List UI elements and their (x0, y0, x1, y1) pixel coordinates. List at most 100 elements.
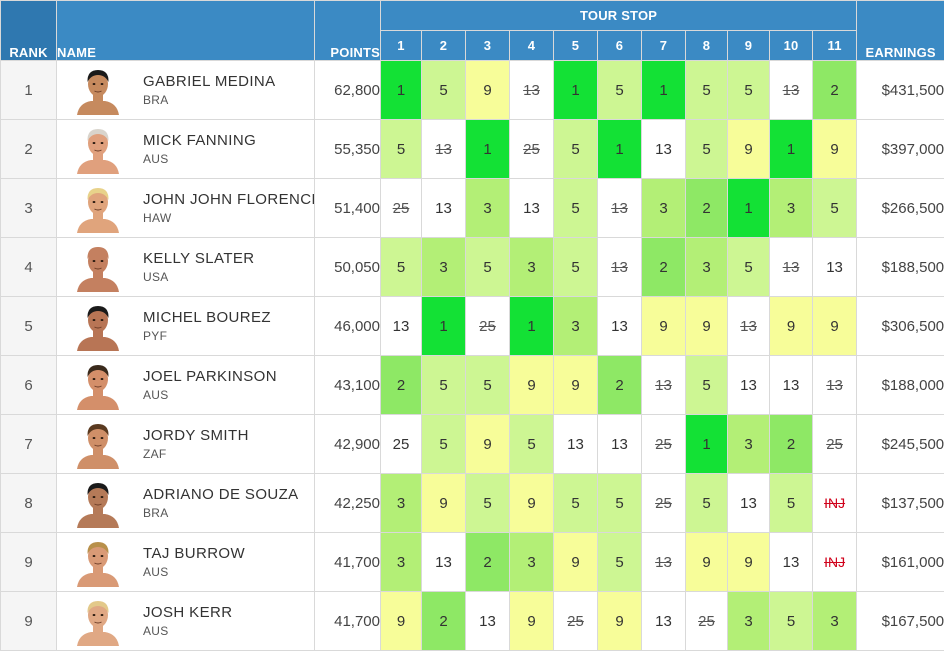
earnings-header[interactable]: EARNINGS (856, 0, 944, 61)
surfer-cell[interactable]: MICK FANNING AUS (56, 119, 315, 179)
points-header[interactable]: POINTS (314, 0, 381, 61)
surfer-avatar[interactable] (75, 183, 121, 233)
surfer-avatar[interactable] (75, 478, 121, 528)
surfer-cell[interactable]: TAJ BURROW AUS (56, 532, 315, 592)
surfer-avatar[interactable] (75, 65, 121, 115)
result-value: 13 (435, 140, 452, 158)
tour-stop-header-4[interactable]: 4 (509, 30, 554, 61)
tour-stop-result-2: 3 (421, 237, 466, 297)
tour-stop-result-5: 25 (553, 591, 598, 651)
tour-stop-header: TOUR STOP (379, 0, 858, 31)
result-value: 25 (698, 612, 715, 630)
surfer-avatar[interactable] (75, 419, 121, 469)
result-value: 13 (740, 376, 757, 394)
rankings-body: 1 GABRIEL MEDINA BRA 62,800 1 5 9 13 1 5 1 5 5 13 2 $43… (0, 60, 944, 651)
rank-cell: 3 (0, 178, 57, 238)
surfer-cell[interactable]: KELLY SLATER USA (56, 237, 315, 297)
surfer-name[interactable]: JORDY SMITH (143, 427, 249, 444)
surfer-name[interactable]: GABRIEL MEDINA (143, 73, 276, 90)
surfer-avatar[interactable] (75, 537, 121, 587)
table-row[interactable]: 2 MICK FANNING AUS 55,350 5 13 1 25 5 1 13 5 9 1 9 $397… (0, 119, 944, 179)
rank-cell: 9 (0, 532, 57, 592)
table-row[interactable]: 4 KELLY SLATER USA 50,050 5 3 5 3 5 13 2 3 5 13 13 $188… (0, 237, 944, 297)
result-value: 25 (479, 317, 496, 335)
name-header[interactable]: NAME (56, 0, 315, 61)
surfer-cell[interactable]: JORDY SMITH ZAF (56, 414, 315, 474)
table-row[interactable]: 6 JOEL PARKINSON AUS 43,100 2 5 5 9 9 2 13 5 13 13 13 $… (0, 355, 944, 415)
result-value: 9 (483, 81, 492, 99)
tour-stop-header-2[interactable]: 2 (421, 30, 466, 61)
result-value: 5 (615, 553, 624, 571)
surfer-cell[interactable]: JOEL PARKINSON AUS (56, 355, 315, 415)
tour-stop-result-5: 9 (553, 355, 598, 415)
points-cell: 42,250 (314, 473, 381, 533)
surfer-cell[interactable]: MICHEL BOUREZ PYF (56, 296, 315, 356)
result-value: 9 (830, 140, 839, 158)
result-value: 9 (615, 612, 624, 630)
surfer-cell[interactable]: ADRIANO DE SOUZA BRA (56, 473, 315, 533)
surfer-country: USA (143, 270, 169, 284)
table-row[interactable]: 5 MICHEL BOUREZ PYF 46,000 13 1 25 1 3 13 9 9 13 9 9 $3… (0, 296, 944, 356)
rank-cell: 8 (0, 473, 57, 533)
surfer-avatar[interactable] (75, 124, 121, 174)
result-value: 9 (744, 553, 753, 571)
result-value: 9 (702, 553, 711, 571)
tour-stop-result-3: 5 (465, 473, 510, 533)
table-row[interactable]: 9 JOSH KERR AUS 41,700 9 2 13 9 25 9 13 25 3 5 3 $167,5… (0, 591, 944, 651)
table-row[interactable]: 1 GABRIEL MEDINA BRA 62,800 1 5 9 13 1 5 1 5 5 13 2 $43… (0, 60, 944, 120)
tour-stop-header-9[interactable]: 9 (727, 30, 770, 61)
surfer-cell[interactable]: JOSH KERR AUS (56, 591, 315, 651)
surfer-name[interactable]: JOSH KERR (143, 604, 233, 621)
surfer-name[interactable]: ADRIANO DE SOUZA (143, 486, 299, 503)
tour-stop-result-11: 3 (811, 591, 858, 651)
surfer-name[interactable]: MICHEL BOUREZ (143, 309, 271, 326)
tour-stop-result-3: 5 (465, 355, 510, 415)
tour-stop-header-1[interactable]: 1 (380, 30, 422, 61)
tour-stop-result-3: 13 (465, 591, 510, 651)
tour-stop-header-3[interactable]: 3 (465, 30, 510, 61)
surfer-country: AUS (143, 565, 169, 579)
surfer-name[interactable]: JOEL PARKINSON (143, 368, 277, 385)
surfer-cell[interactable]: GABRIEL MEDINA BRA (56, 60, 315, 120)
result-value: 5 (483, 376, 492, 394)
surfer-avatar[interactable] (75, 242, 121, 292)
table-row[interactable]: 9 TAJ BURROW AUS 41,700 3 13 2 3 9 5 13 9 9 13 INJ $161… (0, 532, 944, 592)
surfer-name[interactable]: KELLY SLATER (143, 250, 255, 267)
surfer-portrait-icon (77, 70, 119, 115)
result-value: 5 (483, 258, 492, 276)
surfer-avatar[interactable] (75, 360, 121, 410)
tour-stop-result-2: 1 (421, 296, 466, 356)
surfer-avatar[interactable] (75, 301, 121, 351)
surfer-name[interactable]: TAJ BURROW (143, 545, 246, 562)
surfer-portrait-icon (77, 601, 119, 646)
table-row[interactable]: 7 JORDY SMITH ZAF 42,900 25 5 9 5 13 13 25 1 3 2 25 $24… (0, 414, 944, 474)
rank-header[interactable]: RANK (0, 0, 57, 61)
result-value: 3 (396, 553, 406, 571)
table-row[interactable]: 8 ADRIANO DE SOUZA BRA 42,250 3 9 5 9 5 5 25 5 13 5 IN… (0, 473, 944, 533)
surfer-avatar[interactable] (75, 596, 121, 646)
surfer-name[interactable]: JOHN JOHN FLORENCE (143, 191, 315, 208)
result-value: 13 (611, 435, 628, 453)
earnings-cell: $266,500 (856, 178, 944, 238)
surfer-cell[interactable]: JOHN JOHN FLORENCE HAW (56, 178, 315, 238)
tour-stop-header-5[interactable]: 5 (553, 30, 598, 61)
tour-stop-header-6[interactable]: 6 (597, 30, 642, 61)
result-value: 5 (744, 81, 753, 99)
surfer-name[interactable]: MICK FANNING (143, 132, 257, 149)
earnings-cell: $188,000 (856, 355, 944, 415)
result-value: 25 (826, 435, 843, 453)
tour-stop-header-10[interactable]: 10 (769, 30, 813, 61)
result-value: 1 (744, 199, 753, 217)
rank-cell: 6 (0, 355, 57, 415)
result-value: 5 (702, 376, 711, 394)
table-row[interactable]: 3 JOHN JOHN FLORENCE HAW 51,400 25 13 3 13 5 13 3 2… (0, 178, 944, 238)
tour-stop-result-10: 5 (769, 591, 813, 651)
earnings-cell: $306,500 (856, 296, 944, 356)
tour-stop-result-8: 3 (685, 237, 728, 297)
rank-cell: 9 (0, 591, 57, 651)
tour-stop-header-11[interactable]: 11 (811, 30, 858, 61)
tour-stop-header-7[interactable]: 7 (641, 30, 686, 61)
result-value: 13 (655, 553, 672, 571)
tour-stop-header-8[interactable]: 8 (685, 30, 728, 61)
result-value: 25 (655, 494, 672, 512)
